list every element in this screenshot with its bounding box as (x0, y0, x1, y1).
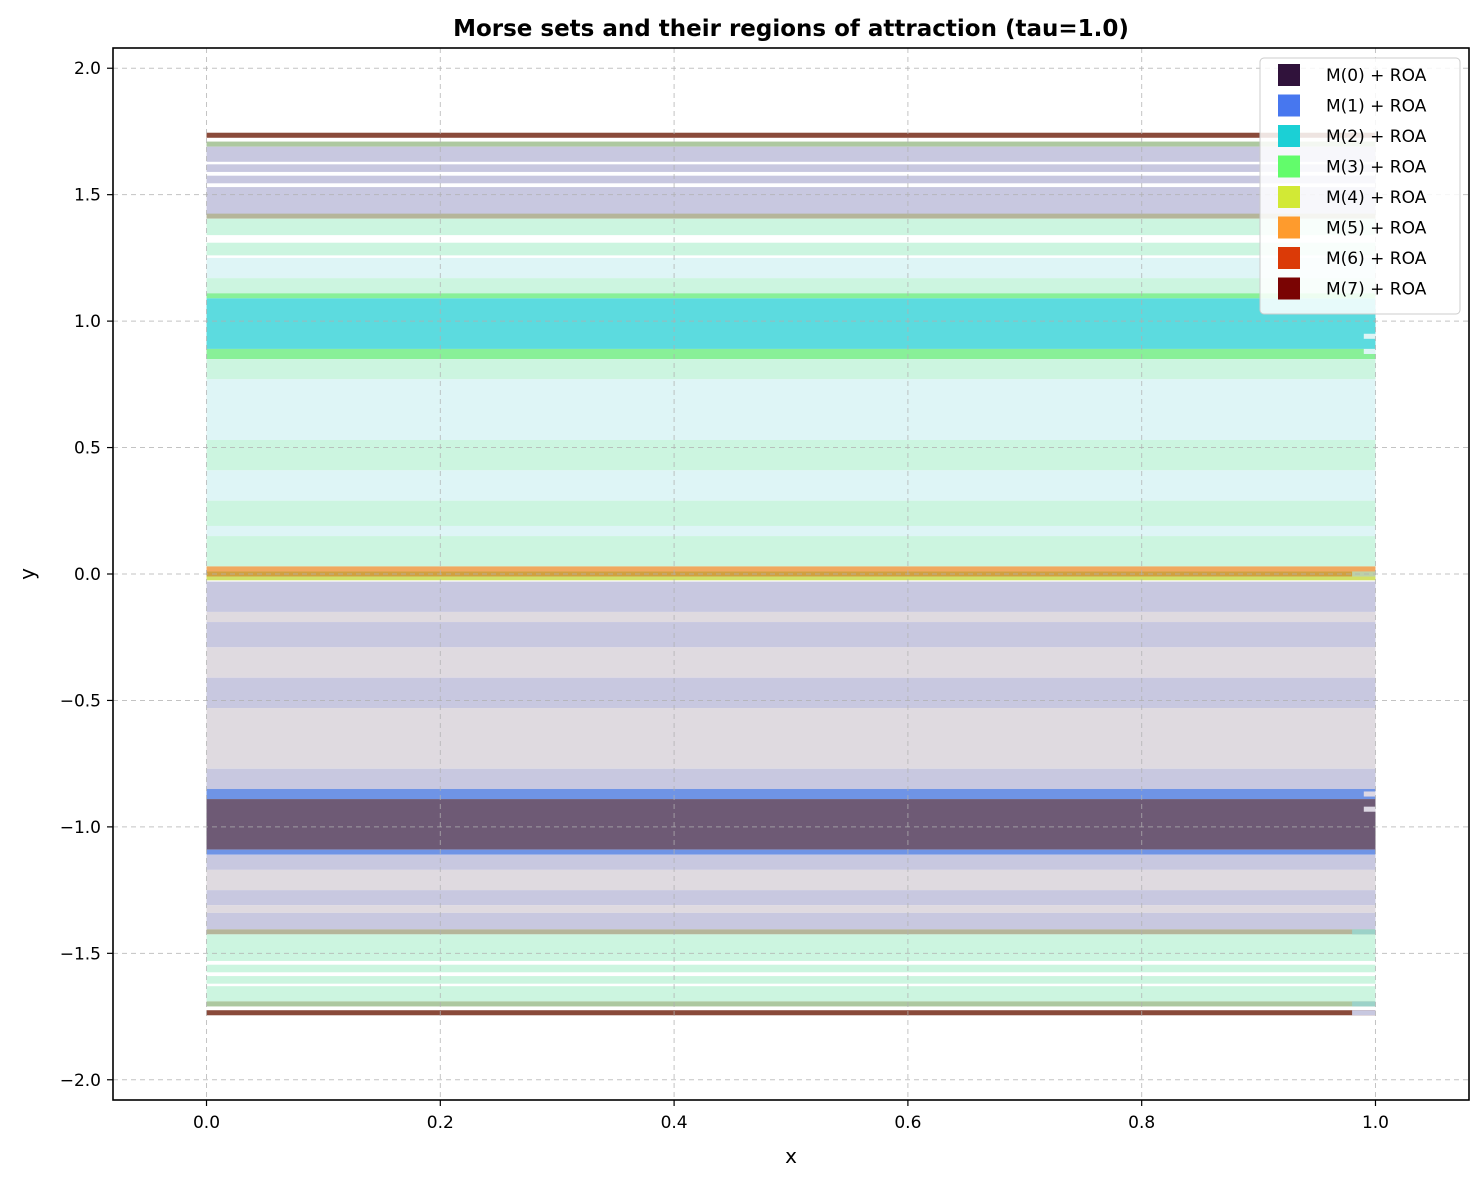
legend-box (1259, 57, 1461, 315)
x-tick-label-5: 1.0 (1362, 1113, 1389, 1133)
morse-band-50 (1363, 806, 1376, 812)
morse-band-39 (206, 929, 1376, 935)
morse-band-24 (206, 581, 1376, 612)
legend-swatch-5 (1278, 216, 1300, 239)
y-tick-label-0: 2.0 (74, 59, 101, 79)
morse-band-17 (206, 470, 1376, 501)
morse-band-42 (206, 976, 1376, 984)
morse-band-4 (206, 175, 1376, 184)
y-tick-label-1: 1.5 (74, 186, 101, 206)
legend-label-2: M(2) + ROA (1326, 127, 1427, 147)
morse-band-26 (206, 622, 1376, 648)
morse-band-41 (206, 964, 1376, 973)
morse-band-19 (206, 525, 1376, 537)
morse-band-2 (206, 146, 1376, 162)
x-tick-label-4: 0.8 (1128, 1113, 1155, 1133)
morse-band-9 (206, 257, 1376, 279)
morse-band-40 (206, 934, 1376, 961)
legend-swatch-3 (1278, 155, 1300, 178)
morse-band-16 (206, 439, 1376, 471)
legend-label-3: M(3) + ROA (1326, 158, 1427, 178)
morse-band-31 (206, 788, 1376, 800)
morse-band-7 (206, 218, 1376, 236)
legend-label-4: M(4) + ROA (1326, 188, 1427, 208)
morse-band-0 (206, 132, 1376, 138)
legend: M(0) + ROA M(1) + ROA M(2) + ROA M(3) + ROA… (1259, 57, 1461, 315)
morse-band-29 (206, 708, 1376, 769)
morse-band-35 (206, 869, 1376, 891)
morse-band-14 (206, 359, 1376, 380)
legend-swatch-1 (1278, 94, 1300, 117)
morse-band-23 (206, 576, 1376, 581)
legend-swatch-4 (1278, 186, 1300, 208)
morse-band-43 (206, 986, 1376, 1002)
morse-band-20 (206, 536, 1376, 567)
y-tick-label-3: 0.5 (74, 439, 101, 459)
y-tick-label-8: −2.0 (60, 1071, 101, 1091)
legend-label-6: M(6) + ROA (1326, 249, 1427, 269)
morse-band-6 (206, 213, 1376, 219)
morse-band-33 (206, 849, 1376, 855)
morse-band-53 (1363, 333, 1376, 339)
morse-band-44 (206, 1001, 1376, 1007)
morse-band-38 (206, 912, 1376, 930)
morse-band-21 (206, 566, 1376, 572)
y-tick-label-4: 0.0 (74, 565, 101, 585)
legend-label-7: M(7) + ROA (1326, 280, 1427, 300)
morse-band-36 (206, 890, 1376, 906)
legend-label-0: M(0) + ROA (1326, 66, 1427, 86)
morse-band-49 (1352, 571, 1376, 577)
y-tick-label-2: 1.0 (74, 312, 101, 332)
legend-label-1: M(1) + ROA (1326, 97, 1427, 117)
morse-band-32 (206, 799, 1376, 850)
legend-swatch-2 (1278, 125, 1300, 147)
legend-swatch-7 (1278, 277, 1300, 300)
legend-swatch-6 (1278, 247, 1300, 269)
ticks-layer: 0.0 0.2 0.4 0.6 0.8 1.0 2.0 1.5 1.0 0.5 0.0 −0.5 −1.… (60, 59, 1389, 1133)
x-tick-label-3: 0.6 (894, 1113, 921, 1133)
y-axis-label: y (15, 568, 39, 580)
morse-band-28 (206, 677, 1376, 709)
morse-band-34 (206, 854, 1376, 870)
morse-band-25 (206, 611, 1376, 623)
morse-band-12 (206, 298, 1376, 349)
morse-band-30 (206, 768, 1376, 789)
morse-band-48 (1352, 929, 1376, 935)
morse-band-11 (206, 293, 1376, 299)
morse-band-45 (206, 1010, 1376, 1016)
x-tick-label-2: 0.4 (661, 1113, 688, 1133)
x-axis-label: x (785, 1144, 797, 1168)
legend-swatch-0 (1278, 64, 1300, 86)
morse-band-37 (206, 905, 1376, 913)
morse-band-13 (206, 348, 1376, 360)
morse-band-46 (1352, 1010, 1376, 1016)
morse-band-1 (206, 141, 1376, 147)
x-tick-label-0: 0.0 (193, 1113, 220, 1133)
grid-layer (113, 48, 1469, 1100)
y-tick-label-5: −0.5 (60, 691, 101, 711)
y-tick-label-6: −1.0 (60, 818, 101, 838)
morse-band-18 (206, 500, 1376, 526)
morse-band-47 (1352, 1001, 1376, 1007)
morse-band-51 (1363, 791, 1376, 797)
chart-title: Morse sets and their regions of attracti… (453, 16, 1129, 42)
bands-layer (206, 132, 1376, 1016)
morse-band-27 (206, 647, 1376, 678)
legend-label-5: M(5) + ROA (1326, 219, 1427, 239)
morse-band-52 (1363, 348, 1376, 354)
x-tick-label-1: 0.2 (427, 1113, 454, 1133)
morse-band-10 (206, 278, 1376, 294)
morse-band-15 (206, 379, 1376, 440)
morse-band-3 (206, 164, 1376, 172)
y-tick-label-7: −1.5 (60, 944, 101, 964)
morse-band-8 (206, 242, 1376, 256)
morse-band-5 (206, 187, 1376, 215)
